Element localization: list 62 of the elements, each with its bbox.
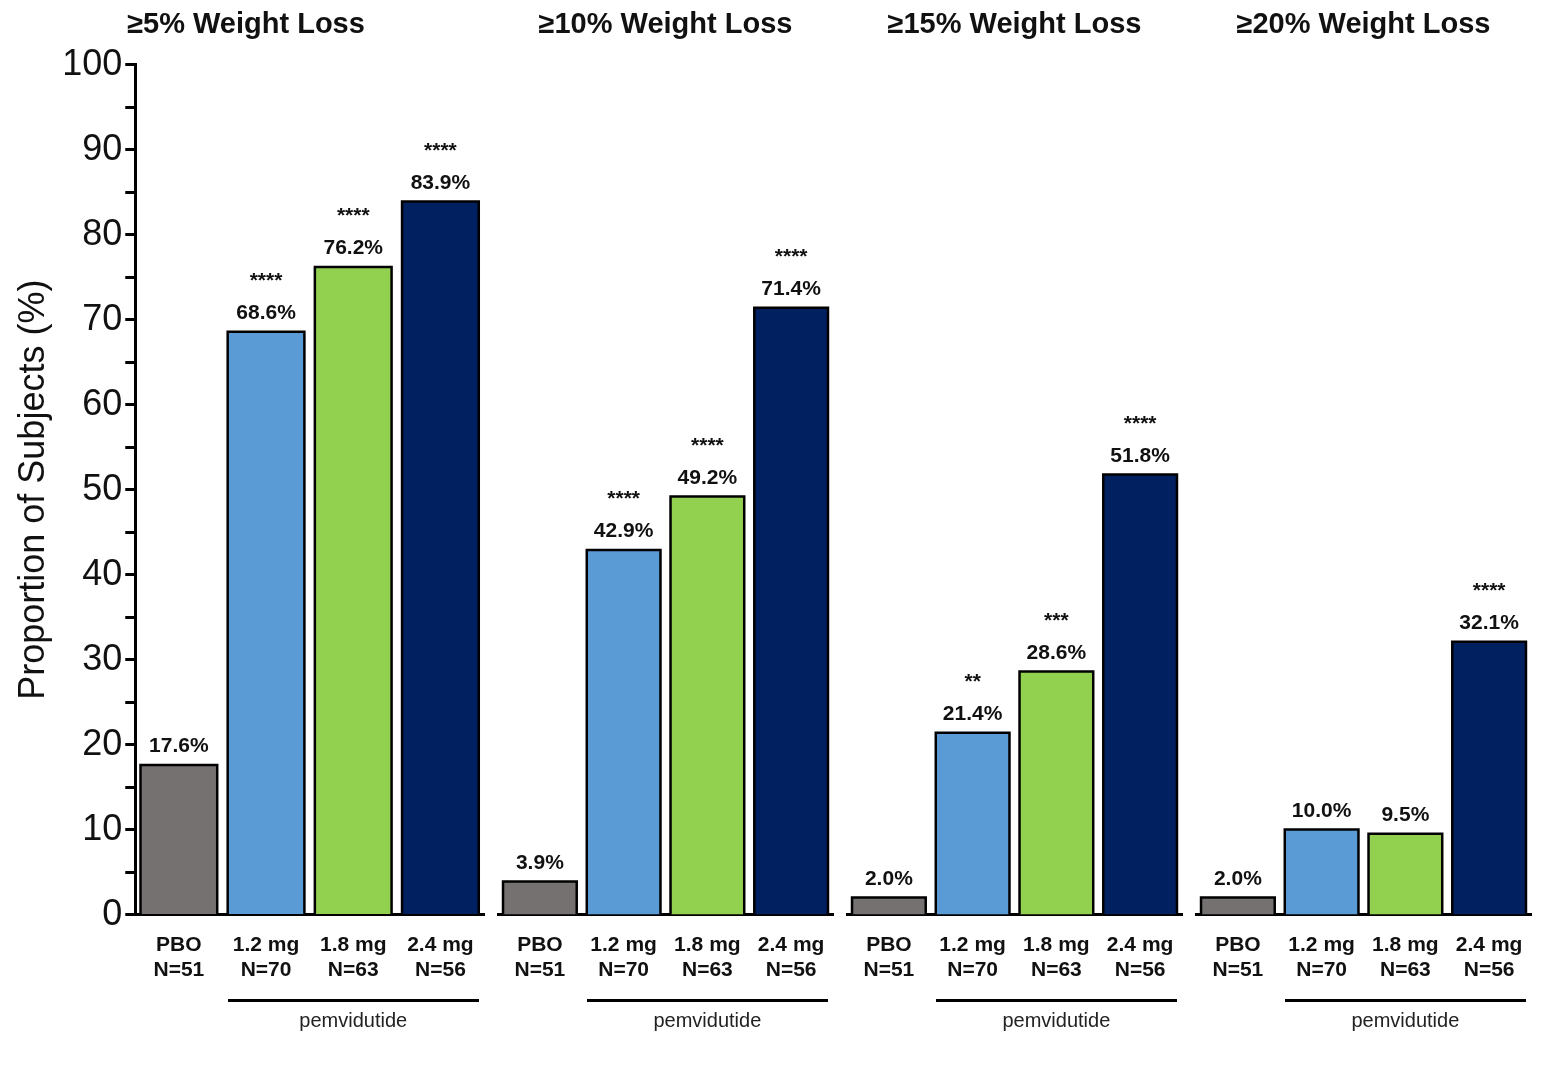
y-tick-label: 90	[82, 126, 123, 168]
data-label: 21.4%	[942, 701, 1003, 725]
y-tick-label: 40	[82, 551, 123, 593]
annotation: ****	[336, 203, 371, 227]
text: pemvidutide	[653, 1008, 762, 1032]
data-label: 42.9%	[593, 518, 654, 542]
x-tick-label: PBO N=51	[1212, 932, 1264, 981]
annotation: ****	[774, 244, 809, 268]
data-label: 9.5%	[1381, 802, 1430, 826]
annotation: **	[964, 669, 982, 693]
data-label: 76.2%	[323, 235, 384, 259]
annotation: ****	[1123, 410, 1158, 434]
y-tick-label: 100	[62, 41, 123, 83]
annotation: ****	[1472, 578, 1507, 602]
x-tick-label: 2.4 mg N=56	[407, 932, 474, 981]
y-tick-label: 50	[82, 466, 123, 508]
annotation: ****	[607, 486, 641, 510]
x-tick-label: PBO N=51	[153, 932, 205, 981]
x-tick-label: 1.8 mg N=63	[1372, 932, 1439, 981]
chart-title: ≥5% Weight Loss	[127, 7, 365, 40]
data-label: 10.0%	[1291, 797, 1352, 821]
chart-title: ≥10% Weight Loss	[538, 7, 793, 40]
x-tick-label: PBO N=51	[863, 932, 915, 981]
annotation: ****	[691, 432, 725, 456]
data-label: 49.2%	[677, 464, 738, 488]
y-tick-label: 80	[82, 211, 123, 253]
x-tick-label: 1.8 mg N=63	[319, 932, 387, 981]
annotation: ****	[249, 267, 284, 291]
data-label: 2.0%	[1213, 865, 1263, 889]
x-tick-label: 1.8 mg N=63	[1023, 932, 1090, 981]
data-label: 68.6%	[236, 299, 297, 323]
text: pemvidutide	[1351, 1008, 1460, 1032]
data-label: 28.6%	[1026, 639, 1087, 663]
y-tick-label: 60	[82, 381, 123, 423]
x-tick-label: 2.4 mg N=56	[1106, 932, 1174, 981]
x-tick-label: PBO N=51	[514, 932, 566, 981]
data-label: 83.9%	[410, 169, 471, 193]
y-tick-label: 30	[82, 636, 123, 678]
x-tick-label: 1.8 mg N=63	[674, 932, 741, 981]
chart-title: ≥15% Weight Loss	[887, 7, 1142, 40]
annotation: ***	[1044, 607, 1070, 631]
data-label: 17.6%	[149, 733, 209, 757]
data-label: 3.9%	[515, 849, 565, 873]
data-label: 51.8%	[1110, 442, 1171, 466]
x-tick-label: 1.2 mg N=70	[232, 932, 300, 981]
data-label: 32.1%	[1459, 610, 1520, 634]
x-tick-label: 1.2 mg N=70	[939, 932, 1006, 981]
x-tick-label: 2.4 mg N=56	[757, 932, 825, 981]
text: pemvidutide	[299, 1008, 408, 1032]
x-tick-label: 1.2 mg N=70	[1288, 932, 1355, 981]
x-tick-label: 2.4 mg N=56	[1455, 932, 1523, 981]
annotation: ****	[424, 137, 458, 161]
y-tick-label: 10	[82, 806, 123, 848]
x-tick-label: 1.2 mg N=70	[590, 932, 657, 981]
chart-title: ≥20% Weight Loss	[1236, 7, 1491, 40]
y-tick-label: 0	[102, 891, 123, 933]
data-label: 2.0%	[864, 865, 914, 889]
y-tick-label: 70	[82, 296, 123, 338]
text: pemvidutide	[1002, 1008, 1111, 1032]
y-tick-label: 20	[82, 721, 123, 763]
y-axis-title: Proportion of Subjects (%)	[10, 279, 52, 700]
data-label: 71.4%	[761, 276, 822, 300]
